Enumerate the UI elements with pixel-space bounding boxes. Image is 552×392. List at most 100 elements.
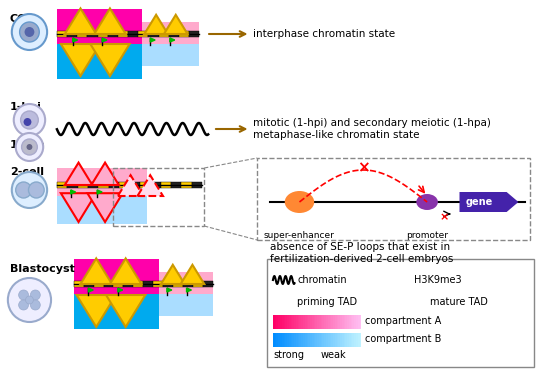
Bar — [300, 333, 301, 347]
Bar — [109, 182, 119, 188]
Bar — [331, 315, 333, 329]
Bar — [356, 315, 358, 329]
Bar — [124, 281, 134, 287]
Bar — [290, 315, 293, 329]
Bar — [312, 315, 314, 329]
Bar — [282, 333, 284, 347]
Bar — [161, 182, 171, 188]
Bar — [303, 333, 305, 347]
Bar — [273, 333, 275, 347]
Text: 2-cell: 2-cell — [10, 167, 44, 177]
Bar — [319, 315, 321, 329]
Bar — [344, 315, 346, 329]
Bar — [294, 315, 296, 329]
Circle shape — [22, 139, 38, 155]
Bar — [321, 315, 322, 329]
Polygon shape — [71, 190, 76, 194]
Bar — [287, 315, 289, 329]
Bar — [306, 333, 309, 347]
Bar — [159, 272, 213, 294]
Bar — [169, 31, 179, 37]
Bar — [277, 333, 278, 347]
Bar — [317, 333, 319, 347]
Bar — [347, 333, 349, 347]
Bar — [349, 315, 351, 329]
Text: ×: × — [440, 212, 449, 222]
Polygon shape — [61, 193, 96, 222]
Bar — [358, 315, 359, 329]
Bar — [130, 182, 140, 188]
Polygon shape — [65, 8, 96, 34]
Bar — [278, 315, 280, 329]
Bar — [257, 158, 530, 240]
Bar — [77, 31, 87, 37]
Circle shape — [29, 182, 44, 198]
Bar — [319, 333, 321, 347]
Bar — [359, 315, 362, 329]
Bar — [57, 44, 142, 79]
Polygon shape — [77, 295, 116, 327]
Polygon shape — [170, 38, 175, 42]
Bar — [193, 281, 203, 287]
Polygon shape — [110, 258, 141, 284]
Bar — [333, 315, 335, 329]
Bar — [315, 315, 317, 329]
Text: compartment A: compartment A — [365, 316, 442, 326]
Polygon shape — [164, 15, 188, 34]
Bar — [284, 315, 285, 329]
Text: CC: CC — [10, 14, 26, 24]
Bar — [203, 281, 213, 287]
Polygon shape — [118, 175, 144, 196]
Bar — [275, 315, 277, 329]
Bar — [173, 281, 183, 287]
Bar — [335, 315, 337, 329]
Text: chromatin: chromatin — [298, 275, 347, 285]
Bar — [328, 333, 330, 347]
Bar — [57, 31, 67, 37]
Bar — [139, 31, 148, 37]
Bar — [333, 333, 335, 347]
Bar — [57, 168, 147, 196]
Bar — [57, 182, 67, 188]
Bar — [98, 31, 108, 37]
Bar — [324, 315, 326, 329]
Bar — [300, 315, 301, 329]
Text: interphase chromatin state: interphase chromatin state — [253, 29, 395, 39]
Bar — [314, 315, 315, 329]
Bar — [153, 281, 163, 287]
Bar — [273, 315, 275, 329]
Bar — [298, 315, 300, 329]
Circle shape — [15, 182, 31, 198]
Bar — [144, 281, 153, 287]
Bar — [326, 315, 328, 329]
Bar — [328, 315, 330, 329]
Text: super-enhancer: super-enhancer — [264, 231, 335, 240]
Bar — [163, 281, 173, 287]
Bar — [346, 333, 347, 347]
Bar — [301, 333, 303, 347]
Polygon shape — [150, 38, 155, 42]
Bar — [285, 315, 287, 329]
Bar — [317, 315, 319, 329]
Bar — [309, 315, 310, 329]
Bar — [346, 315, 347, 329]
Bar — [119, 182, 130, 188]
Polygon shape — [137, 175, 163, 196]
Polygon shape — [73, 38, 78, 42]
Polygon shape — [144, 15, 168, 34]
Circle shape — [24, 27, 34, 37]
Bar — [128, 31, 139, 37]
Bar — [330, 315, 331, 329]
Bar — [73, 259, 159, 294]
Bar — [342, 315, 344, 329]
Circle shape — [19, 300, 29, 310]
Bar — [73, 294, 159, 329]
Polygon shape — [91, 44, 130, 76]
Bar — [326, 333, 328, 347]
Text: mature TAD: mature TAD — [430, 297, 488, 307]
Text: compartment B: compartment B — [365, 334, 442, 344]
Bar — [337, 315, 338, 329]
Bar — [351, 333, 353, 347]
Bar — [309, 333, 310, 347]
Text: gene: gene — [465, 197, 493, 207]
